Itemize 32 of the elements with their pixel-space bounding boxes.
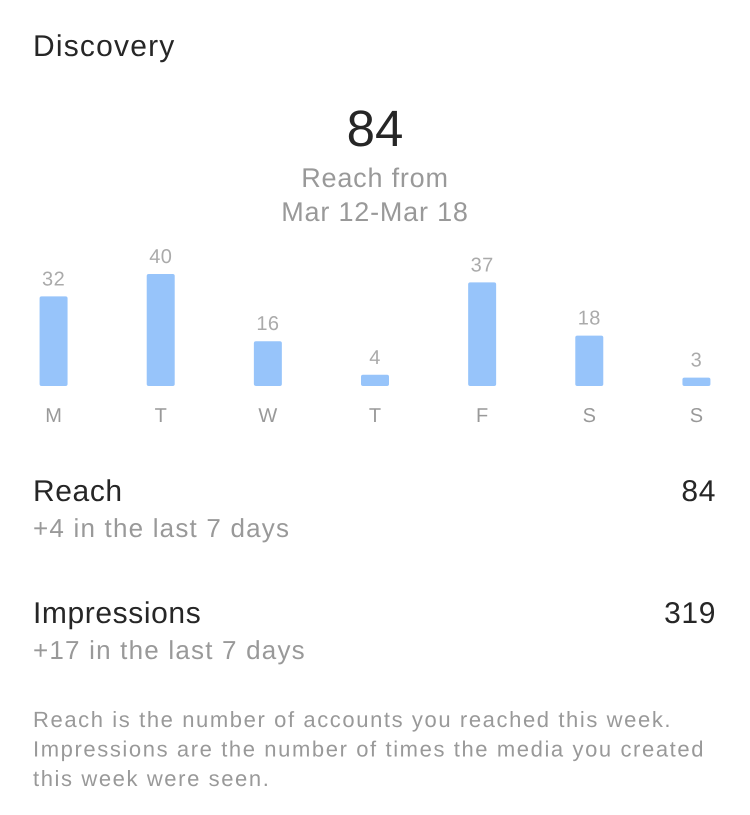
text: +4 in the last 7 days — [33, 513, 290, 543]
text: Reach — [33, 475, 123, 508]
text: 84 — [346, 100, 404, 157]
data-label: 3 — [690, 350, 702, 372]
chart-title: Discovery — [33, 30, 176, 63]
x-tick-label: T — [368, 405, 382, 427]
data-label: 32 — [42, 268, 66, 290]
text: 84 — [681, 475, 716, 508]
bar — [682, 378, 710, 386]
x-tick-label: T — [154, 405, 167, 427]
x-tick-label: S — [690, 405, 704, 427]
bar — [468, 282, 496, 386]
bar — [146, 274, 175, 386]
text: Reach is the number of accounts you reached this week. Impressions are the number of times the media you created this week were seen. — [33, 707, 706, 791]
text: Mar 12-Mar 18 — [281, 197, 469, 227]
bar — [361, 374, 389, 386]
text: +17 in the last 7 days — [33, 635, 306, 665]
data-label: 40 — [149, 246, 172, 268]
data-label: 4 — [369, 346, 381, 369]
text: Reach from — [301, 163, 449, 193]
text: 319 — [664, 597, 716, 630]
x-tick-label: F — [476, 405, 488, 427]
data-label: 18 — [578, 308, 601, 330]
text: Impressions — [33, 597, 202, 630]
data-label: 16 — [256, 313, 280, 336]
bar — [40, 296, 68, 386]
x-tick-label: W — [258, 405, 278, 427]
bar — [254, 341, 282, 386]
data-label: 37 — [470, 254, 494, 276]
bar — [575, 336, 604, 386]
x-tick-label: M — [45, 405, 62, 427]
x-tick-label: S — [582, 405, 596, 427]
